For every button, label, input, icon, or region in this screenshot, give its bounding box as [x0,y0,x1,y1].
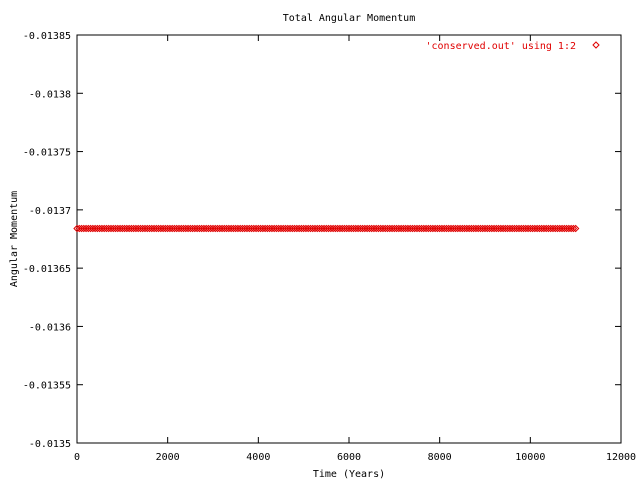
x-tick-label: 2000 [156,452,180,463]
x-tick-label: 4000 [246,452,270,463]
data-point [571,224,580,233]
y-tick-label: -0.0135 [29,439,71,450]
data-point [569,224,578,233]
x-tick-label: 8000 [428,452,452,463]
y-tick-label: -0.0136 [29,322,71,333]
y-tick-label: -0.01365 [23,264,71,275]
data-series [73,224,580,233]
plot-frame [76,34,622,444]
x-tick-label: 12000 [606,452,636,463]
legend-label: 'conserved.out' using 1:2 [425,41,576,52]
legend: 'conserved.out' using 1:2 [425,41,600,52]
y-axis-label: Angular Momentum [9,191,20,287]
x-axis-ticks: 0 2000 4000 6000 8000 10000 12000 [74,35,636,463]
y-tick-label: -0.0137 [29,206,71,217]
legend-marker [592,41,600,49]
x-tick-label: 10000 [515,452,545,463]
y-axis-ticks: -0.01385 -0.0138 -0.01375 -0.0137 -0.01365 -0… [23,31,621,450]
x-axis-label: Time (Years) [313,469,385,480]
y-tick-label: -0.0138 [29,89,71,100]
x-tick-label: 0 [74,452,80,463]
y-tick-label: -0.01385 [23,31,71,42]
x-tick-label: 6000 [337,452,361,463]
chart-title: Total Angular Momentum [283,13,415,24]
y-tick-label: -0.01375 [23,148,71,159]
y-tick-label: -0.01355 [23,381,71,392]
